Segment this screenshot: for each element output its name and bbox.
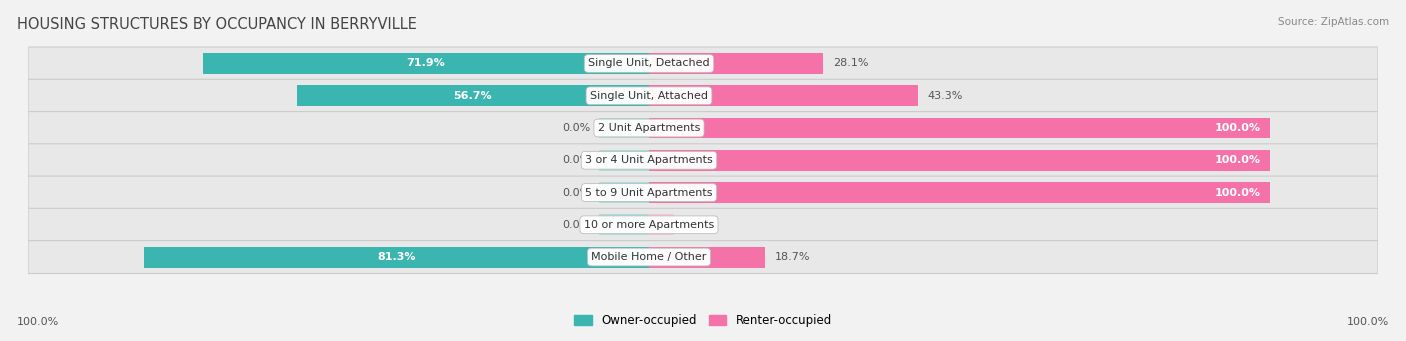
Text: 5 to 9 Unit Apartments: 5 to 9 Unit Apartments: [585, 188, 713, 197]
Bar: [650, 182, 1270, 203]
Text: 10 or more Apartments: 10 or more Apartments: [583, 220, 714, 230]
Text: 56.7%: 56.7%: [454, 91, 492, 101]
FancyBboxPatch shape: [28, 241, 1378, 273]
Bar: [599, 214, 650, 235]
Bar: [297, 85, 650, 106]
Text: 28.1%: 28.1%: [832, 59, 869, 69]
Text: 43.3%: 43.3%: [927, 91, 963, 101]
FancyBboxPatch shape: [28, 176, 1378, 209]
Bar: [650, 85, 918, 106]
Text: 2 Unit Apartments: 2 Unit Apartments: [598, 123, 700, 133]
Bar: [599, 150, 650, 171]
Bar: [650, 247, 765, 268]
Text: 100.0%: 100.0%: [1215, 188, 1261, 197]
Bar: [599, 118, 650, 138]
Text: 100.0%: 100.0%: [17, 317, 59, 327]
Bar: [599, 182, 650, 203]
Bar: [650, 150, 1270, 171]
Text: 100.0%: 100.0%: [1215, 123, 1261, 133]
Text: 0.0%: 0.0%: [683, 220, 711, 230]
FancyBboxPatch shape: [28, 112, 1378, 145]
Text: 0.0%: 0.0%: [562, 188, 591, 197]
Text: Mobile Home / Other: Mobile Home / Other: [592, 252, 707, 262]
Text: 0.0%: 0.0%: [562, 155, 591, 165]
FancyBboxPatch shape: [28, 208, 1378, 241]
FancyBboxPatch shape: [28, 79, 1378, 112]
Text: 100.0%: 100.0%: [1215, 155, 1261, 165]
FancyBboxPatch shape: [28, 144, 1378, 177]
Bar: [202, 53, 650, 74]
Legend: Owner-occupied, Renter-occupied: Owner-occupied, Renter-occupied: [569, 309, 837, 332]
Text: 18.7%: 18.7%: [775, 252, 810, 262]
Text: 81.3%: 81.3%: [377, 252, 416, 262]
Text: 71.9%: 71.9%: [406, 59, 446, 69]
Text: HOUSING STRUCTURES BY OCCUPANCY IN BERRYVILLE: HOUSING STRUCTURES BY OCCUPANCY IN BERRY…: [17, 17, 416, 32]
Bar: [145, 247, 650, 268]
Text: 0.0%: 0.0%: [562, 123, 591, 133]
Text: 3 or 4 Unit Apartments: 3 or 4 Unit Apartments: [585, 155, 713, 165]
FancyBboxPatch shape: [28, 47, 1378, 80]
Text: Source: ZipAtlas.com: Source: ZipAtlas.com: [1278, 17, 1389, 27]
Text: Single Unit, Detached: Single Unit, Detached: [588, 59, 710, 69]
Text: 100.0%: 100.0%: [1347, 317, 1389, 327]
Text: Single Unit, Attached: Single Unit, Attached: [591, 91, 709, 101]
Text: 0.0%: 0.0%: [562, 220, 591, 230]
Bar: [650, 214, 673, 235]
Bar: [650, 118, 1270, 138]
Bar: [650, 53, 824, 74]
